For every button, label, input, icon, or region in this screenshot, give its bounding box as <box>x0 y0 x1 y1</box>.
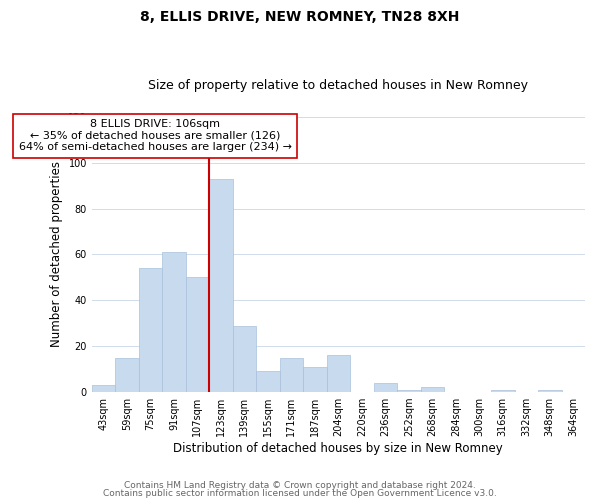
Bar <box>326 356 350 392</box>
Bar <box>185 278 209 392</box>
X-axis label: Distribution of detached houses by size in New Romney: Distribution of detached houses by size … <box>173 442 503 455</box>
Text: 8, ELLIS DRIVE, NEW ROMNEY, TN28 8XH: 8, ELLIS DRIVE, NEW ROMNEY, TN28 8XH <box>140 10 460 24</box>
Bar <box>139 268 162 392</box>
Title: Size of property relative to detached houses in New Romney: Size of property relative to detached ho… <box>148 79 529 92</box>
Bar <box>209 178 233 392</box>
Y-axis label: Number of detached properties: Number of detached properties <box>50 162 63 348</box>
Bar <box>421 388 444 392</box>
Bar <box>374 383 397 392</box>
Text: Contains public sector information licensed under the Open Government Licence v3: Contains public sector information licen… <box>103 488 497 498</box>
Bar <box>115 358 139 392</box>
Bar <box>303 367 326 392</box>
Bar <box>256 372 280 392</box>
Bar <box>538 390 562 392</box>
Bar <box>491 390 515 392</box>
Bar <box>280 358 303 392</box>
Bar <box>397 390 421 392</box>
Text: 8 ELLIS DRIVE: 106sqm
← 35% of detached houses are smaller (126)
64% of semi-det: 8 ELLIS DRIVE: 106sqm ← 35% of detached … <box>19 119 292 152</box>
Bar <box>92 385 115 392</box>
Text: Contains HM Land Registry data © Crown copyright and database right 2024.: Contains HM Land Registry data © Crown c… <box>124 481 476 490</box>
Bar <box>233 326 256 392</box>
Bar <box>162 252 185 392</box>
